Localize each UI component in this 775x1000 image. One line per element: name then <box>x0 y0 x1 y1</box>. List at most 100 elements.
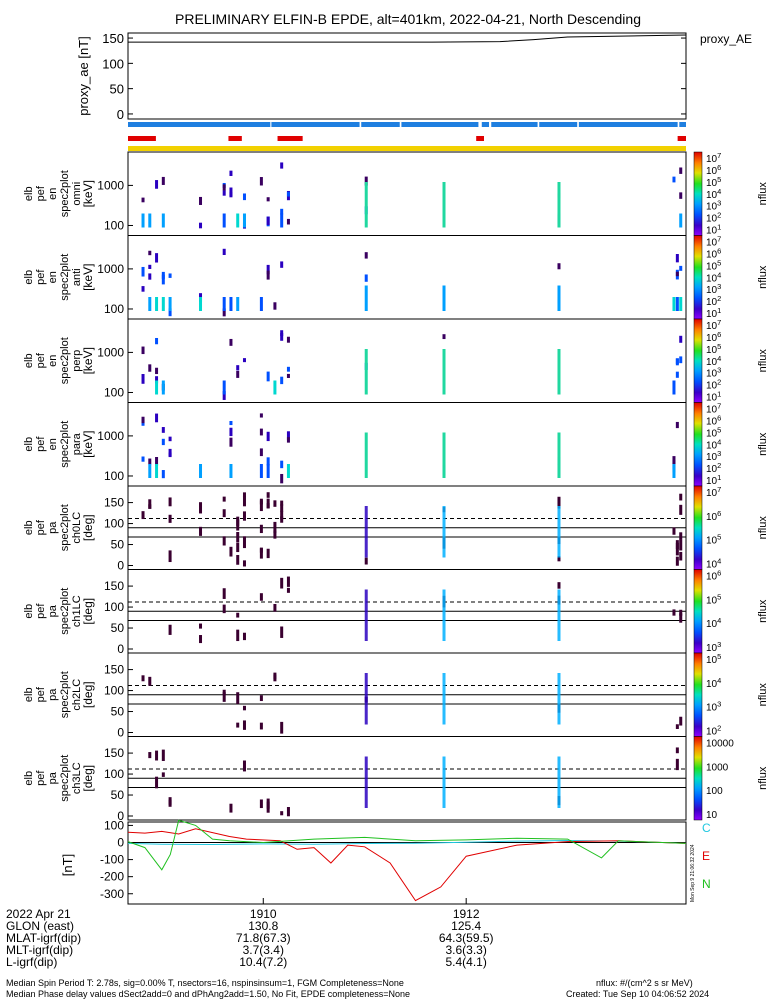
pa-pixel <box>273 603 277 612</box>
spec-pixel <box>266 431 270 442</box>
pa-cbar-tick: 105 <box>706 592 721 606</box>
pa-cbar-tick: 104 <box>706 616 721 630</box>
footer-row-label: MLT-igrf(dip) <box>6 943 73 957</box>
pa-pixel <box>280 811 284 816</box>
flag-bar-blue <box>481 122 490 127</box>
spec-pixel <box>242 193 246 201</box>
pa-ylabel-line: [deg] <box>81 765 95 792</box>
footer-row-label: L-igrf(dip) <box>6 955 57 969</box>
spec-pixel <box>280 473 284 484</box>
spec-ylabel-line: omni <box>71 182 83 206</box>
spec-low-energy <box>161 213 165 228</box>
flag-bar-red <box>277 136 303 141</box>
pa-colorbar <box>693 652 703 737</box>
spec-low-energy <box>199 464 203 478</box>
spec-ylabel-line: elb <box>23 353 35 368</box>
pa-ylabel-line: elb <box>23 687 35 702</box>
pa-pixel <box>242 496 246 507</box>
pa-cbar-tick-exp: 5 <box>717 533 721 542</box>
pa-pixel <box>168 624 172 635</box>
footer-row-v2: 125.4 <box>451 919 481 933</box>
pa-stripe <box>364 589 368 641</box>
spec-cbar-tick-exp: 5 <box>717 342 721 351</box>
flag-bars <box>128 122 686 151</box>
pa-pixel <box>242 536 246 549</box>
spec-low-energy <box>236 297 240 311</box>
spec-cbar-tick: 104 <box>706 437 721 451</box>
spec-pixel <box>148 264 152 269</box>
spec-cbar-tick: 106 <box>706 330 721 344</box>
spec-pixel <box>148 364 152 372</box>
spec-cbar-tick: 106 <box>706 413 721 427</box>
pa-stripe <box>442 673 446 725</box>
spec-cbar-tick: 104 <box>706 270 721 284</box>
spec-cbar-tick: 105 <box>706 175 721 189</box>
pa-cbar-tick: 10 <box>706 810 718 821</box>
footer-row-v1: 130.8 <box>248 919 278 933</box>
spec-low-energy <box>161 380 165 395</box>
pa-ytick-label: 150 <box>104 663 124 677</box>
spec-cbar-tick-exp: 4 <box>717 354 721 363</box>
spec-pixel <box>286 218 290 225</box>
pa-pixel <box>199 502 203 514</box>
footer-row-v2: 1912 <box>453 907 480 921</box>
pa-pixel <box>286 587 290 593</box>
proxy-ytick-label: 100 <box>102 56 124 71</box>
spec-pixel <box>148 250 152 256</box>
spec-colorbar <box>693 235 703 320</box>
flag-bar-blue <box>361 122 400 127</box>
spec-cbar-tick: 105 <box>706 342 721 356</box>
pa-pixel <box>266 492 270 498</box>
spec-pixel <box>259 177 263 186</box>
spec-pixel <box>242 358 246 363</box>
spec-ylabel-line: [keV] <box>81 264 95 291</box>
footer-row-v1: 71.8(67.3) <box>236 931 291 945</box>
spec-cbar-tick-exp: 1 <box>717 390 721 399</box>
spec-low-energy <box>155 380 159 395</box>
spec-cbar-tick-base: 10 <box>706 309 718 320</box>
pa-pixel <box>679 532 683 540</box>
pa-pixel <box>679 609 683 616</box>
pa-pixel <box>141 675 145 682</box>
spec-cbar-tick-base: 10 <box>706 261 718 272</box>
pa-pixel <box>259 799 263 809</box>
pa-cbar-tick-exp: 2 <box>717 724 721 733</box>
pa-cbar-tick-exp: 6 <box>717 509 721 518</box>
pa-cbar-title: nflux <box>757 516 769 540</box>
pa-cbar-tick-base: 10 <box>706 536 718 547</box>
proxy-ae-line <box>128 34 687 43</box>
spec-pixel <box>141 266 145 277</box>
spec-cbar-tick: 106 <box>706 246 721 260</box>
spec-stripe <box>442 285 446 311</box>
mag-legend-E: E <box>702 849 710 863</box>
pa-stripe <box>442 756 446 808</box>
spec-frame <box>127 402 687 487</box>
pa-ytick-label: 150 <box>104 579 124 593</box>
spec-cbar-tick: 102 <box>706 294 721 308</box>
mag-ytick-label: 0 <box>117 836 124 850</box>
pa-ylabel-line: ch1LC <box>71 595 83 627</box>
spec-pixel <box>161 438 165 446</box>
pa-pixel <box>557 582 561 589</box>
spec-pixel <box>280 332 284 341</box>
spec-low-energy <box>266 464 270 478</box>
spec-pixel <box>286 437 290 443</box>
spec-low-energy <box>229 297 233 311</box>
spec-low-energy <box>222 297 226 311</box>
spec-cbar-tick-base: 10 <box>706 273 718 284</box>
pa-pixel <box>259 695 263 702</box>
spec-pixel <box>141 416 145 424</box>
spec-cbar-tick-exp: 3 <box>717 449 721 458</box>
pa-ytick-label: 0 <box>117 726 124 740</box>
spec-cbar-tick-exp: 2 <box>717 378 721 387</box>
spec-pixel <box>222 391 226 400</box>
spec-cbar-tick-base: 10 <box>706 452 718 463</box>
spec-pixel <box>222 190 226 196</box>
pa-pixel <box>229 803 233 813</box>
pa-ytick-label: 100 <box>104 684 124 698</box>
pa-cbar-tick-base: 10 <box>706 655 718 666</box>
pa-ylabel-line: [deg] <box>81 681 95 708</box>
pa-cbar-tick: 105 <box>706 652 721 666</box>
